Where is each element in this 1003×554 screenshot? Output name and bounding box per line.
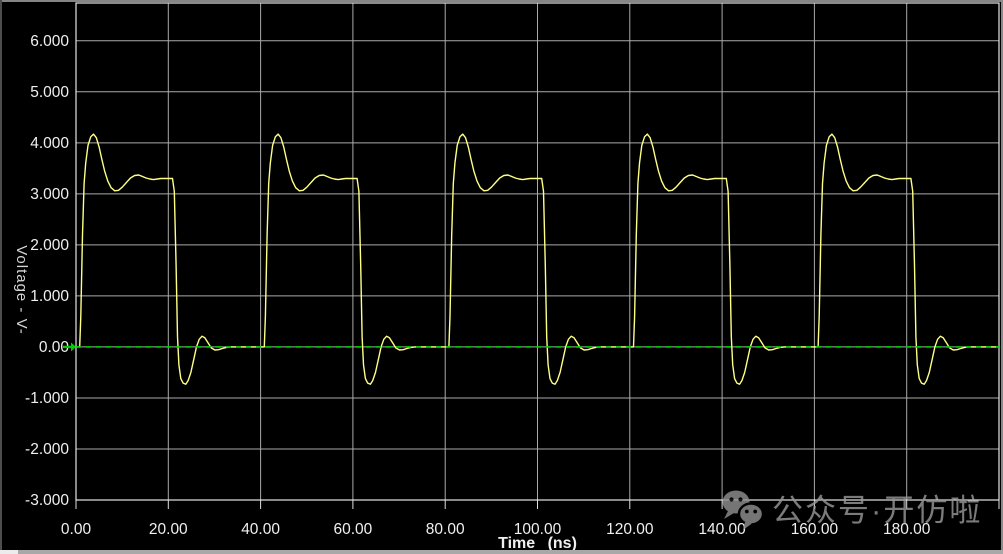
window-border-left [0,0,2,554]
x-tick-label: 120.00 [606,521,654,538]
x-tick-label: 20.00 [149,521,188,538]
x-tick-label: 0.00 [61,521,92,538]
y-tick-label: 1.000 [30,288,69,305]
waveform-trace [76,133,999,385]
window-border-bottom [0,550,1003,554]
x-tick-label: 160.00 [791,521,839,538]
y-tick-label: 4.000 [30,135,69,152]
window-border-top [0,0,1003,2]
y-tick-label: -1.000 [25,390,69,407]
window-border-right [1001,0,1003,554]
y-tick-label: 0.00 [39,339,70,356]
y-tick-label: 6.000 [30,33,69,50]
y-tick-label: 5.000 [30,84,69,101]
x-tick-label: 80.00 [426,521,465,538]
y-tick-label: -2.000 [25,441,69,458]
x-tick-label: 100.00 [514,521,562,538]
x-tick-label: 140.00 [698,521,746,538]
x-axis-title: Time (ns) [498,535,577,552]
y-axis-title: Voltage - V- [13,245,30,335]
y-tick-label: 3.000 [30,186,69,203]
y-tick-label: -3.000 [25,492,69,509]
window-border-corner [0,550,18,554]
y-tick-label: 2.000 [30,237,69,254]
x-tick-label: 40.00 [241,521,280,538]
x-tick-label: 180.00 [883,521,931,538]
zero-marker-arrow [63,342,76,352]
plot-frame [75,2,1000,501]
x-tick-label: 60.00 [334,521,373,538]
